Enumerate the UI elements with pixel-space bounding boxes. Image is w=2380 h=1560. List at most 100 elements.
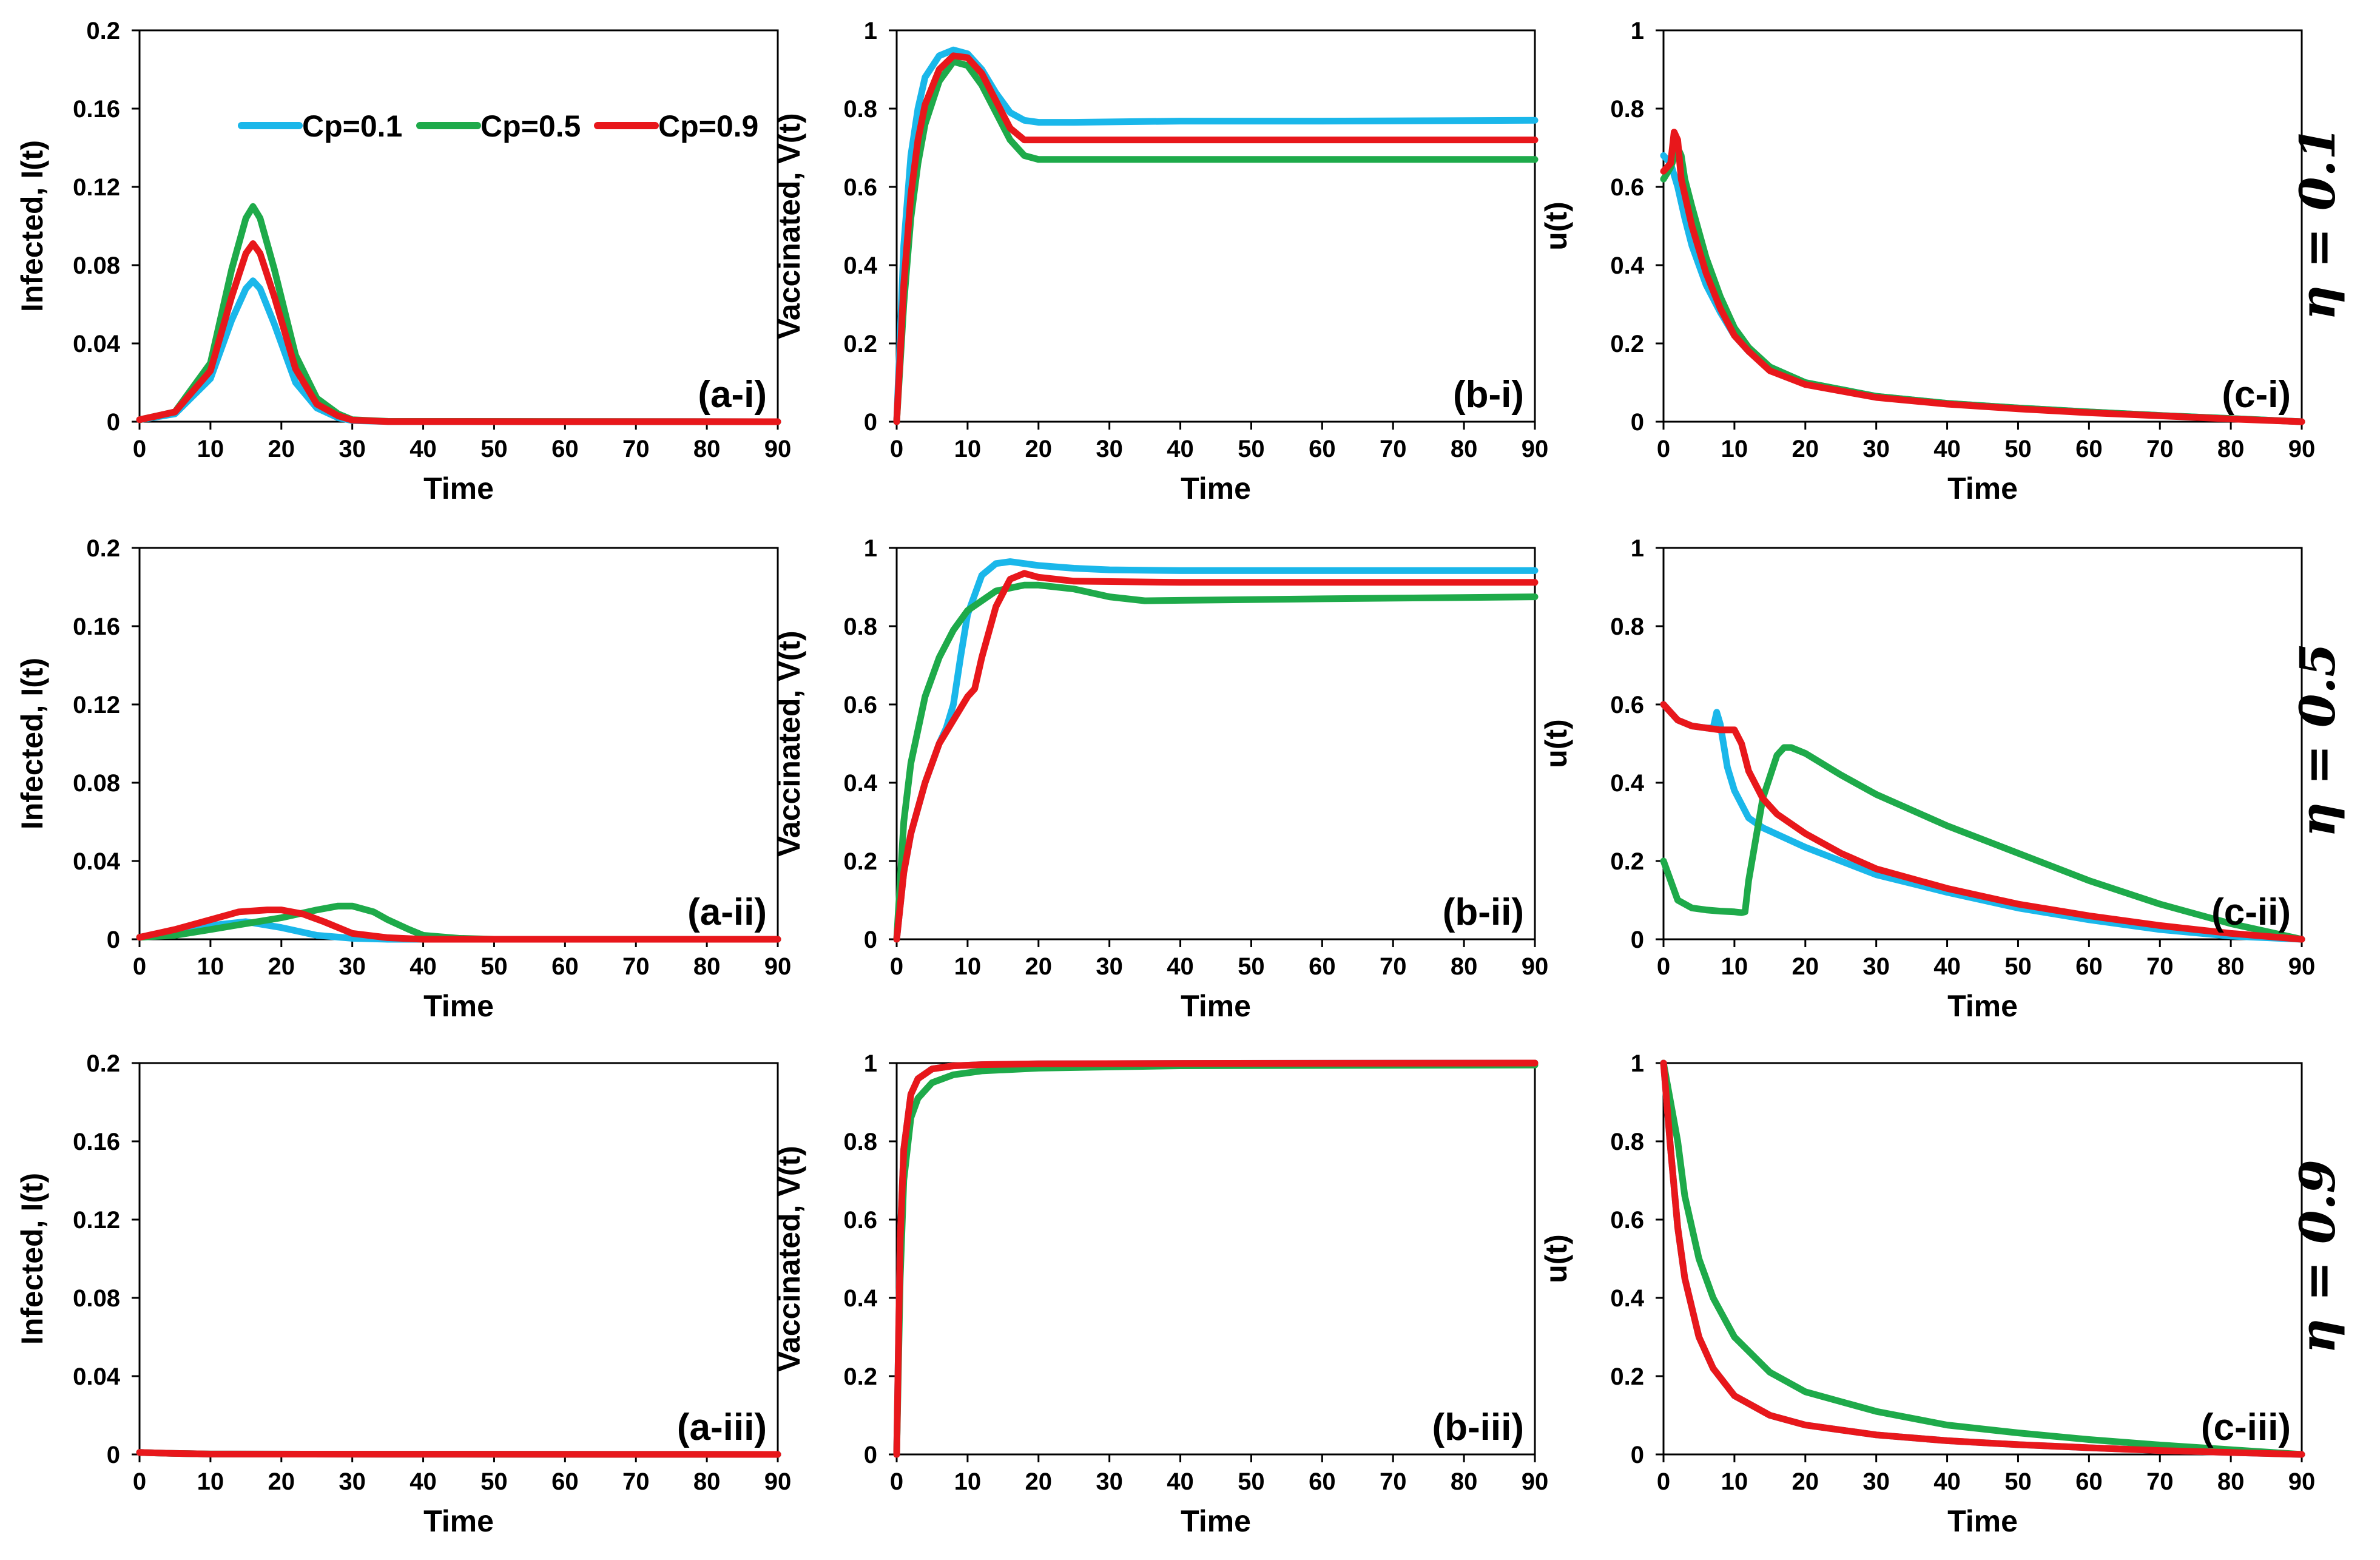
x-axis-title: Time bbox=[1181, 1504, 1251, 1538]
y-axis-title: Vaccinated, V(t) bbox=[772, 630, 806, 856]
x-tick-label: 60 bbox=[1309, 1468, 1336, 1495]
x-tick-label: 10 bbox=[1721, 953, 1748, 980]
x-tick-label: 50 bbox=[1238, 953, 1265, 980]
x-tick-label: 90 bbox=[764, 953, 792, 980]
x-tick-label: 10 bbox=[1721, 436, 1748, 462]
y-tick-label: 0.4 bbox=[1610, 252, 1644, 279]
panel-label: (a-ii) bbox=[687, 891, 767, 933]
y-tick-label: 0 bbox=[107, 1442, 120, 1468]
panel-label: (c-ii) bbox=[2211, 891, 2291, 933]
x-tick-label: 90 bbox=[764, 1468, 792, 1495]
y-tick-label: 0.8 bbox=[1610, 1129, 1644, 1155]
x-axis-title: Time bbox=[1947, 471, 2018, 505]
x-tick-label: 0 bbox=[890, 436, 903, 462]
legend: Cp=0.1 Cp=0.5 Cp=0.9 bbox=[238, 109, 758, 143]
x-tick-label: 0 bbox=[133, 436, 146, 462]
x-tick-label: 60 bbox=[551, 436, 579, 462]
x-axis-title: Time bbox=[1947, 1504, 2018, 1538]
y-tick-label: 0 bbox=[864, 1442, 877, 1468]
plot-frame bbox=[1662, 29, 2303, 423]
x-tick-label: 0 bbox=[890, 1468, 903, 1495]
series-line-Cp-0p9 bbox=[1660, 1059, 2305, 1458]
x-tick-label: 70 bbox=[2146, 1468, 2174, 1495]
row-label-eta: η = 0.9 bbox=[2289, 1160, 2346, 1354]
y-tick-label: 0.08 bbox=[73, 1285, 120, 1312]
x-tick-label: 10 bbox=[954, 1468, 982, 1495]
x-tick-label: 40 bbox=[1933, 1468, 1961, 1495]
y-tick-label: 0.08 bbox=[73, 252, 120, 279]
x-tick-label: 30 bbox=[1863, 436, 1890, 462]
plot-frame bbox=[138, 29, 779, 423]
series-line-Cp-0p9 bbox=[893, 1059, 1539, 1458]
series-line-Cp-0p9 bbox=[1660, 701, 2305, 943]
panel-a-iii: 0 10 20 30 40 50 60 70 80 90 0 0.04 0.08 0.12 0.16 0.2 T… bbox=[15, 1050, 791, 1538]
y-tick-label: 0.4 bbox=[1610, 1285, 1644, 1312]
y-tick-label: 0.6 bbox=[1610, 692, 1644, 718]
y-tick-label: 0.6 bbox=[1610, 174, 1644, 201]
x-tick-label: 80 bbox=[1451, 953, 1478, 980]
x-tick-label: 0 bbox=[1657, 1468, 1670, 1495]
y-tick-label: 0.2 bbox=[1610, 848, 1644, 875]
y-tick-label: 0 bbox=[864, 927, 877, 953]
plot-frame bbox=[1662, 547, 2303, 940]
y-tick-label: 0.8 bbox=[843, 1129, 877, 1155]
x-tick-label: 50 bbox=[2004, 953, 2032, 980]
x-tick-label: 40 bbox=[1933, 436, 1961, 462]
panel-label: (a-iii) bbox=[677, 1406, 767, 1448]
plot-frame bbox=[138, 547, 779, 940]
panel-c-ii: 0 10 20 30 40 50 60 70 80 90 0 0.2 0.4 0.6 0.8 1 Time u(t… bbox=[1539, 535, 2315, 1023]
x-tick-label: 60 bbox=[2075, 1468, 2103, 1495]
x-tick-label: 0 bbox=[1657, 436, 1670, 462]
x-tick-label: 20 bbox=[1792, 436, 1819, 462]
x-tick-label: 40 bbox=[410, 1468, 437, 1495]
x-tick-label: 50 bbox=[2004, 1468, 2032, 1495]
x-tick-label: 40 bbox=[1167, 953, 1194, 980]
x-tick-label: 30 bbox=[1096, 436, 1123, 462]
y-tick-label: 0.12 bbox=[73, 174, 120, 201]
x-tick-label: 80 bbox=[1451, 436, 1478, 462]
x-tick-label: 80 bbox=[1451, 1468, 1478, 1495]
x-tick-label: 90 bbox=[2288, 1468, 2316, 1495]
x-tick-label: 90 bbox=[1522, 953, 1549, 980]
x-tick-label: 10 bbox=[197, 1468, 224, 1495]
panel-label: (b-ii) bbox=[1443, 891, 1524, 933]
legend-item: Cp=0.5 bbox=[416, 109, 581, 143]
x-tick-label: 70 bbox=[1380, 953, 1407, 980]
x-tick-label: 70 bbox=[1380, 436, 1407, 462]
series-line-Cp-0p1 bbox=[136, 277, 781, 425]
x-axis-title: Time bbox=[423, 471, 494, 505]
x-tick-label: 80 bbox=[693, 953, 721, 980]
series-line-Cp-0p5 bbox=[893, 1061, 1539, 1458]
x-tick-label: 20 bbox=[1025, 436, 1053, 462]
plot-frame bbox=[895, 29, 1536, 423]
y-tick-label: 1 bbox=[1631, 1050, 1644, 1077]
panel-a-i: 0 10 20 30 40 50 60 70 80 90 0 0.04 0.08 0.12 0.16 0.2 T… bbox=[15, 18, 791, 505]
y-axis-title: u(t) bbox=[1539, 1234, 1573, 1283]
y-tick-label: 0.04 bbox=[73, 1363, 121, 1390]
y-axis-title: Vaccinated, V(t) bbox=[772, 113, 806, 339]
plot-frame bbox=[895, 547, 1536, 940]
x-tick-label: 10 bbox=[954, 436, 982, 462]
x-tick-label: 60 bbox=[2075, 436, 2103, 462]
x-tick-label: 40 bbox=[1167, 436, 1194, 462]
x-tick-label: 10 bbox=[954, 953, 982, 980]
legend-label: Cp=0.1 bbox=[302, 109, 402, 143]
x-tick-label: 10 bbox=[197, 953, 224, 980]
series-line-Cp-0p1 bbox=[1660, 152, 2305, 425]
x-tick-label: 20 bbox=[1025, 1468, 1053, 1495]
series-line-Cp-0p5 bbox=[1660, 144, 2305, 425]
y-axis-title: u(t) bbox=[1539, 719, 1573, 768]
x-tick-label: 20 bbox=[268, 436, 295, 462]
series-line-Cp-0p5 bbox=[1660, 744, 2305, 943]
y-tick-label: 0.4 bbox=[843, 252, 877, 279]
x-tick-label: 20 bbox=[1025, 953, 1053, 980]
y-tick-label: 0.12 bbox=[73, 692, 120, 718]
series-line-Cp-0p5 bbox=[1660, 1059, 2305, 1458]
x-tick-label: 90 bbox=[2288, 953, 2316, 980]
y-tick-label: 0.2 bbox=[843, 331, 877, 357]
y-tick-label: 0.8 bbox=[1610, 96, 1644, 123]
y-tick-label: 0.16 bbox=[73, 1129, 120, 1155]
x-tick-label: 50 bbox=[2004, 436, 2032, 462]
x-tick-label: 70 bbox=[2146, 436, 2174, 462]
y-tick-label: 0.6 bbox=[843, 1207, 877, 1234]
